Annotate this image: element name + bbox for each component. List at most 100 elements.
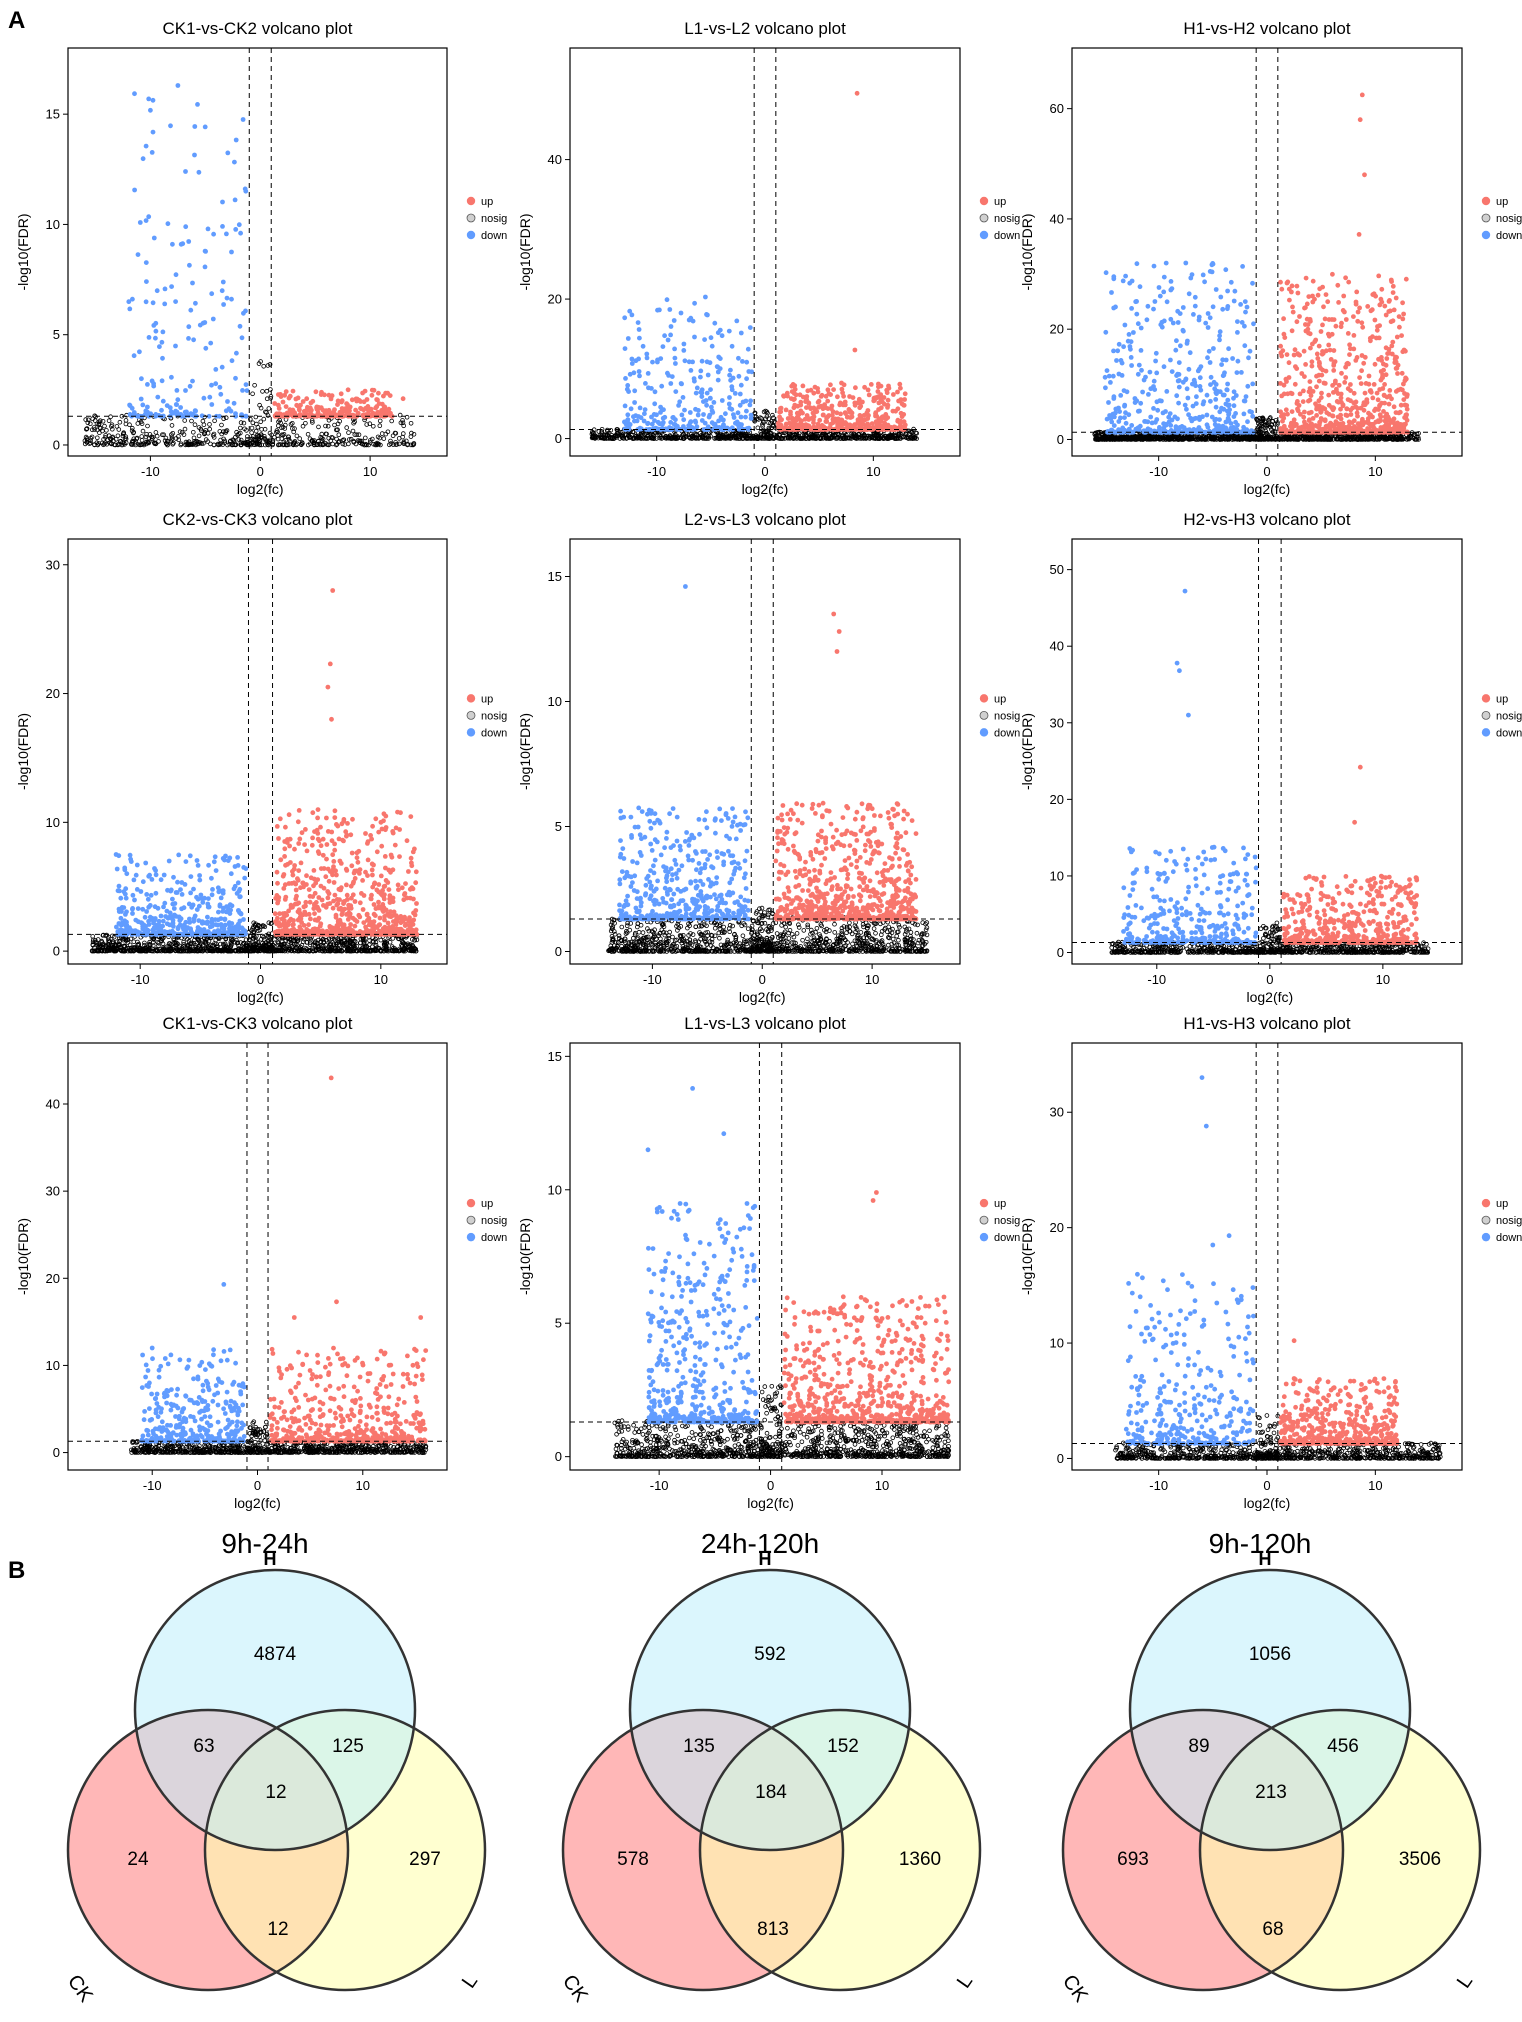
point-down xyxy=(195,102,200,107)
point-down xyxy=(1113,304,1118,310)
point-nosig xyxy=(202,429,208,435)
point-up xyxy=(861,413,867,418)
point-up xyxy=(1354,410,1360,416)
point-down xyxy=(143,218,149,224)
point-up xyxy=(1323,292,1329,297)
point-nosig xyxy=(140,428,146,434)
point-down xyxy=(232,197,238,203)
point-nosig xyxy=(169,432,174,437)
point-nosig xyxy=(98,426,103,431)
point-nosig xyxy=(334,436,339,442)
point-up xyxy=(898,410,904,416)
point-down xyxy=(213,381,219,387)
point-up xyxy=(1314,351,1320,357)
point-nosig xyxy=(383,431,389,437)
point-nosig xyxy=(115,433,121,439)
point-down xyxy=(179,413,185,419)
point-down xyxy=(202,124,208,130)
point-down xyxy=(651,426,657,431)
point-nosig xyxy=(408,442,414,448)
point-nosig xyxy=(92,427,97,432)
point-down xyxy=(1176,378,1182,383)
point-nosig xyxy=(389,418,395,424)
point-nosig xyxy=(385,429,391,435)
y-tick-label: 0 xyxy=(555,431,562,446)
point-down xyxy=(143,260,149,265)
point-up xyxy=(290,388,296,394)
point-up xyxy=(1395,371,1400,376)
point-down xyxy=(717,366,723,371)
point-down xyxy=(140,156,146,162)
point-up xyxy=(332,407,337,412)
point-up xyxy=(283,404,289,409)
point-nosig xyxy=(249,430,254,435)
point-down xyxy=(1238,302,1243,307)
point-up xyxy=(1403,276,1409,282)
point-up xyxy=(1346,423,1352,429)
point-nosig xyxy=(212,418,217,424)
point-nosig xyxy=(254,421,259,427)
point-nosig xyxy=(251,437,256,442)
point-up-extreme xyxy=(852,347,858,353)
point-up-extreme xyxy=(854,90,860,96)
point-down xyxy=(1213,397,1219,402)
point-up xyxy=(883,416,889,422)
point-down xyxy=(622,315,628,321)
point-up xyxy=(1384,356,1390,361)
point-down xyxy=(159,407,164,413)
point-up xyxy=(1353,358,1359,363)
point-up xyxy=(1331,360,1337,366)
point-down xyxy=(225,150,231,156)
point-up xyxy=(1329,405,1335,411)
point-nosig xyxy=(297,436,303,441)
point-nosig xyxy=(160,432,165,438)
point-down xyxy=(748,412,754,418)
point-up xyxy=(379,401,385,407)
point-down xyxy=(679,381,684,387)
point-down xyxy=(193,300,198,306)
point-nosig xyxy=(106,418,112,424)
point-down xyxy=(1197,384,1203,389)
point-down-extreme xyxy=(175,83,181,88)
point-nosig xyxy=(275,423,281,429)
point-nosig xyxy=(85,420,91,426)
point-down xyxy=(695,412,701,418)
point-nosig xyxy=(147,439,152,444)
point-up xyxy=(876,400,882,406)
point-up xyxy=(1316,378,1322,384)
y-tick-label: 5 xyxy=(53,327,60,342)
point-up xyxy=(1397,324,1402,330)
point-down xyxy=(681,424,686,429)
point-nosig xyxy=(377,418,383,424)
point-nosig xyxy=(352,432,358,437)
point-up xyxy=(838,411,843,417)
point-nosig xyxy=(108,414,113,420)
point-nosig xyxy=(117,419,123,425)
point-nosig xyxy=(144,439,149,445)
point-down xyxy=(726,328,732,334)
y-tick-label: 10 xyxy=(46,217,60,232)
point-down xyxy=(735,410,741,416)
point-down xyxy=(637,405,643,411)
point-down xyxy=(734,318,740,324)
point-down xyxy=(229,249,234,255)
point-down xyxy=(1144,317,1150,323)
point-up xyxy=(276,406,282,411)
point-down xyxy=(702,420,708,426)
point-down xyxy=(1197,375,1203,381)
point-up xyxy=(1351,400,1357,406)
point-nosig xyxy=(102,423,107,429)
point-down xyxy=(719,398,725,403)
point-up xyxy=(280,413,286,419)
point-up xyxy=(1330,271,1335,277)
point-down xyxy=(744,426,750,431)
point-up xyxy=(1388,319,1394,325)
point-up xyxy=(850,395,856,400)
point-down xyxy=(205,226,211,232)
point-up xyxy=(1382,382,1387,387)
points xyxy=(589,90,919,441)
point-down xyxy=(153,328,159,334)
point-up xyxy=(875,389,881,394)
point-up xyxy=(1357,305,1362,311)
point-up xyxy=(851,424,856,430)
